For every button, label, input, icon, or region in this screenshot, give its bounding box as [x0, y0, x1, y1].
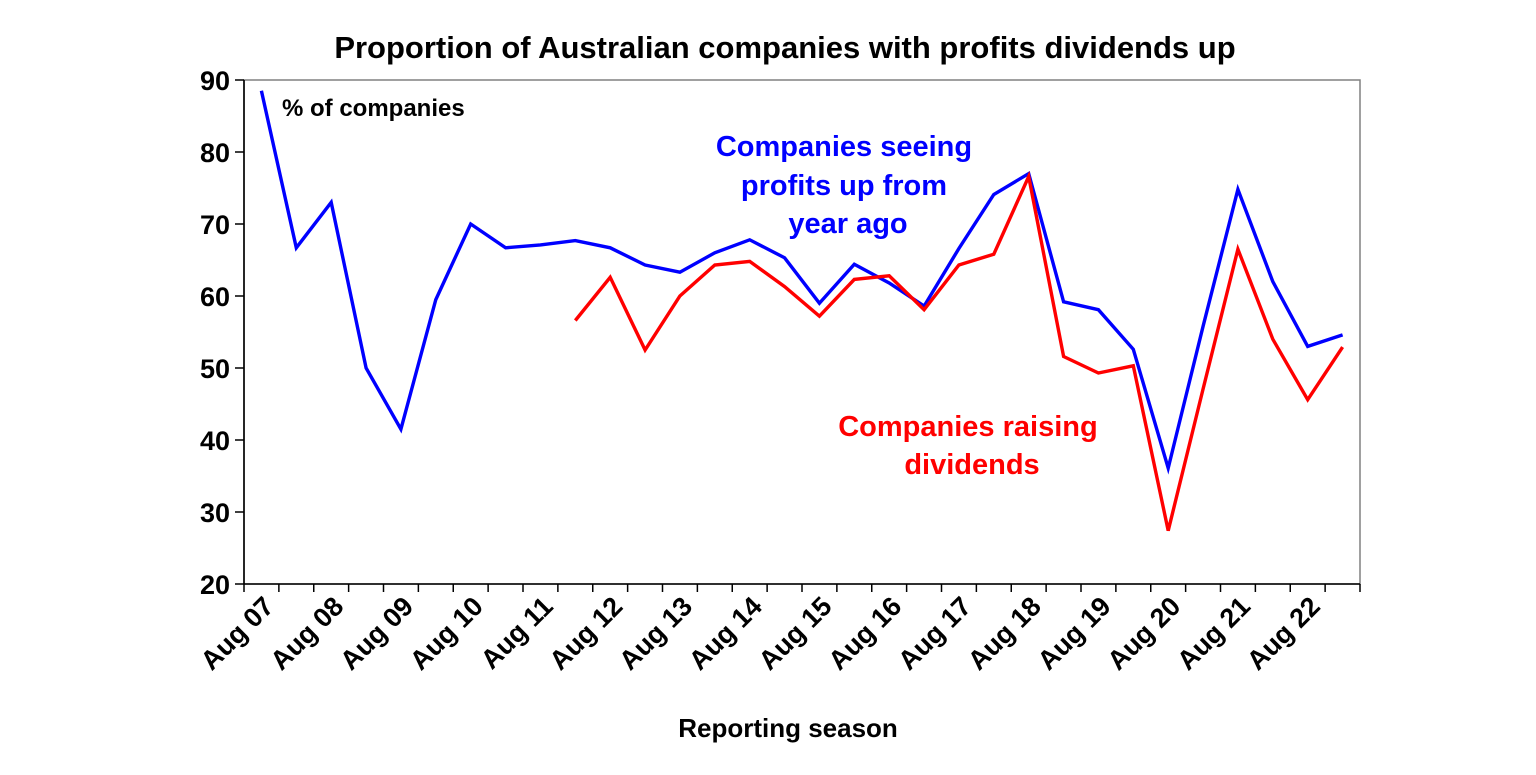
- y-tick-label: 70: [200, 210, 230, 240]
- profits-annotation-line-1: Companies seeing: [716, 131, 972, 163]
- y-tick-label: 90: [200, 66, 230, 96]
- profits-annotation: Companies seeing profits up from year ag…: [716, 131, 980, 240]
- dividends-annotation-line-1: Companies raising: [838, 411, 1097, 443]
- x-tick-label: Aug 12: [544, 591, 629, 676]
- x-tick-label: Aug 10: [404, 591, 489, 676]
- x-tick-label: Aug 14: [683, 591, 768, 676]
- x-tick-label: Aug 08: [265, 591, 350, 676]
- x-tick-label: Aug 07: [195, 591, 280, 676]
- y-tick-label: 30: [200, 498, 230, 528]
- x-tick-label: Aug 11: [475, 591, 559, 675]
- x-tick-label: Aug 20: [1102, 591, 1187, 676]
- chart-title: Proportion of Australian companies with …: [334, 30, 1235, 65]
- x-axis-title: Reporting season: [678, 713, 898, 743]
- x-tick-label: Aug 09: [334, 591, 419, 676]
- profits-up-line: [259, 90, 1344, 475]
- dividends-annotation-line-2: dividends: [904, 449, 1039, 481]
- y-tick-label: 40: [200, 426, 230, 456]
- y-tick-label: 60: [200, 282, 230, 312]
- y-tick-label: 20: [200, 570, 230, 600]
- dividends-annotation: Companies raising dividends: [838, 411, 1106, 481]
- x-tick-label: Aug 19: [1032, 591, 1117, 676]
- series-group: [259, 90, 1345, 532]
- x-tick-label: Aug 13: [613, 591, 698, 676]
- dividends-up-line: [573, 170, 1345, 532]
- x-tick-label: Aug 16: [823, 591, 908, 676]
- y-tick-label: 80: [200, 138, 230, 168]
- y-axis-unit-note: % of companies: [282, 95, 465, 122]
- profits-annotation-line-2: profits up from: [741, 170, 947, 202]
- x-tick-label: Aug 18: [962, 591, 1047, 676]
- x-tick-label: Aug 15: [753, 591, 838, 676]
- plot-area: [243, 79, 1361, 585]
- y-axis: 20 30 40 50 60 70 80 90: [200, 66, 244, 600]
- x-tick-label: Aug 21: [1171, 591, 1256, 676]
- x-tick-label: Aug 17: [892, 591, 977, 676]
- x-tick-label: Aug 22: [1241, 591, 1326, 676]
- profits-annotation-line-3: year ago: [788, 208, 907, 240]
- y-tick-label: 50: [200, 354, 230, 384]
